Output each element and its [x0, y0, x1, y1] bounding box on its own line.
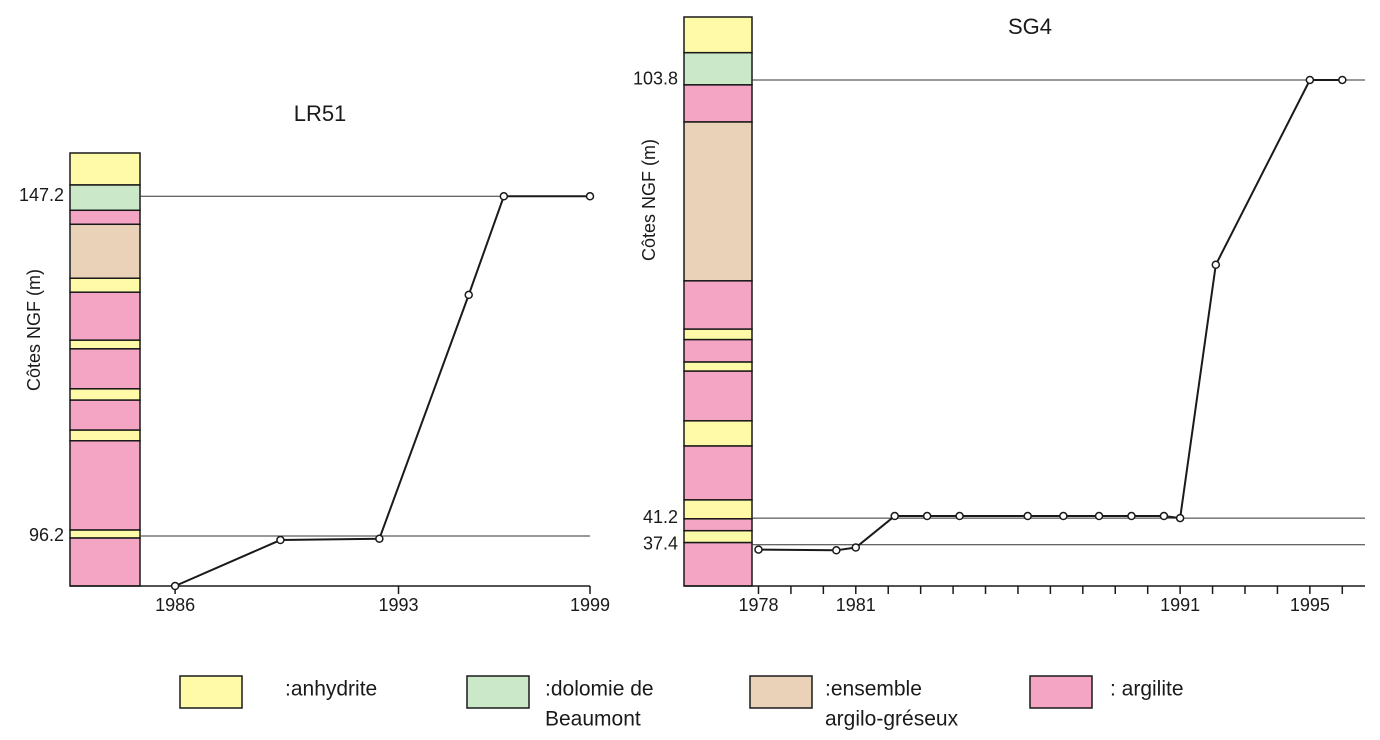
- chart-title: SG4: [1008, 14, 1052, 39]
- lithology-layer: [683, 541, 753, 587]
- data-point: [464, 290, 473, 300]
- y-axis-label: Côtes NGF (m): [24, 269, 44, 391]
- data-point: [1338, 75, 1347, 85]
- x-tick-label: 1995: [1290, 595, 1330, 615]
- x-tick-label: 1993: [378, 595, 418, 615]
- lithology-layer: [683, 84, 753, 123]
- series-line: [174, 195, 590, 587]
- lithology-layer: [683, 529, 753, 544]
- lithology-layer: [683, 121, 753, 282]
- x-tick-label: 1999: [570, 595, 610, 615]
- lithology-layer: [69, 209, 141, 226]
- lithology-layer: [69, 399, 141, 431]
- legend-swatch: [466, 675, 530, 709]
- lithology-layer: [683, 361, 753, 372]
- lithology-layer: [69, 339, 141, 350]
- data-point: [832, 546, 841, 555]
- data-point: [375, 534, 384, 543]
- data-point: [1127, 511, 1136, 521]
- lithology-layer: [69, 429, 141, 442]
- data-point: [1023, 511, 1032, 521]
- data-point: [1211, 260, 1221, 270]
- data-point: [1059, 511, 1068, 521]
- lithology-layer: [69, 537, 141, 587]
- legend-label: Beaumont: [545, 708, 641, 731]
- lithology-layer: [683, 338, 753, 363]
- x-tick-label: 1986: [155, 595, 195, 615]
- x-tick-label: 1991: [1160, 595, 1200, 615]
- lithology-layer: [683, 16, 753, 54]
- lithology-layer: [69, 529, 141, 539]
- x-tick-label: 1981: [836, 595, 876, 615]
- data-point: [170, 581, 180, 591]
- lithology-layer: [683, 445, 753, 501]
- legend-label: :ensemble: [825, 678, 922, 701]
- legend-swatch: [179, 675, 243, 709]
- x-tick-label: 1978: [738, 595, 778, 615]
- data-point: [851, 543, 861, 552]
- y-axis-label: Côtes NGF (m): [639, 139, 659, 261]
- data-point: [276, 535, 285, 545]
- data-point: [499, 192, 509, 201]
- y-tick-label: 41.2: [643, 507, 678, 527]
- data-point: [1175, 513, 1185, 523]
- lithology-layer: [683, 51, 753, 86]
- data-point: [754, 545, 763, 554]
- data-point: [922, 511, 932, 521]
- series-line: [758, 78, 1343, 552]
- y-tick-label: 147.2: [19, 185, 64, 205]
- lithology-layer: [69, 152, 141, 186]
- legend-label: : argilite: [1110, 678, 1184, 701]
- legend-label: :anhydrite: [285, 678, 377, 701]
- lithology-layer: [69, 223, 141, 279]
- data-point: [955, 511, 964, 521]
- data-point: [1159, 511, 1169, 521]
- lithology-layer: [69, 388, 141, 401]
- legend-swatch: [1029, 675, 1093, 709]
- data-point: [1094, 511, 1104, 521]
- data-point: [1305, 75, 1315, 85]
- lithology-layer: [683, 328, 753, 341]
- lithology-layer: [69, 184, 141, 212]
- lithology-layer: [683, 370, 753, 422]
- data-point: [890, 511, 899, 521]
- y-tick-label: 96.2: [29, 525, 64, 545]
- y-tick-label: 37.4: [643, 533, 678, 553]
- y-tick-label: 103.8: [633, 69, 678, 89]
- data-point: [585, 192, 595, 201]
- lithology-layer: [69, 277, 141, 293]
- lithology-layer: [69, 348, 141, 390]
- chart-title: LR51: [294, 101, 347, 126]
- lithology-layer: [69, 291, 141, 341]
- lithology-layer: [683, 280, 753, 330]
- lithology-layer: [69, 440, 141, 531]
- lithology-layer: [683, 499, 753, 520]
- legend-label: argilo-gréseux: [825, 708, 959, 731]
- legend-swatch: [749, 675, 813, 709]
- legend-label: :dolomie de: [545, 678, 654, 701]
- lithology-layer: [683, 420, 753, 447]
- lithology-layer: [683, 518, 753, 532]
